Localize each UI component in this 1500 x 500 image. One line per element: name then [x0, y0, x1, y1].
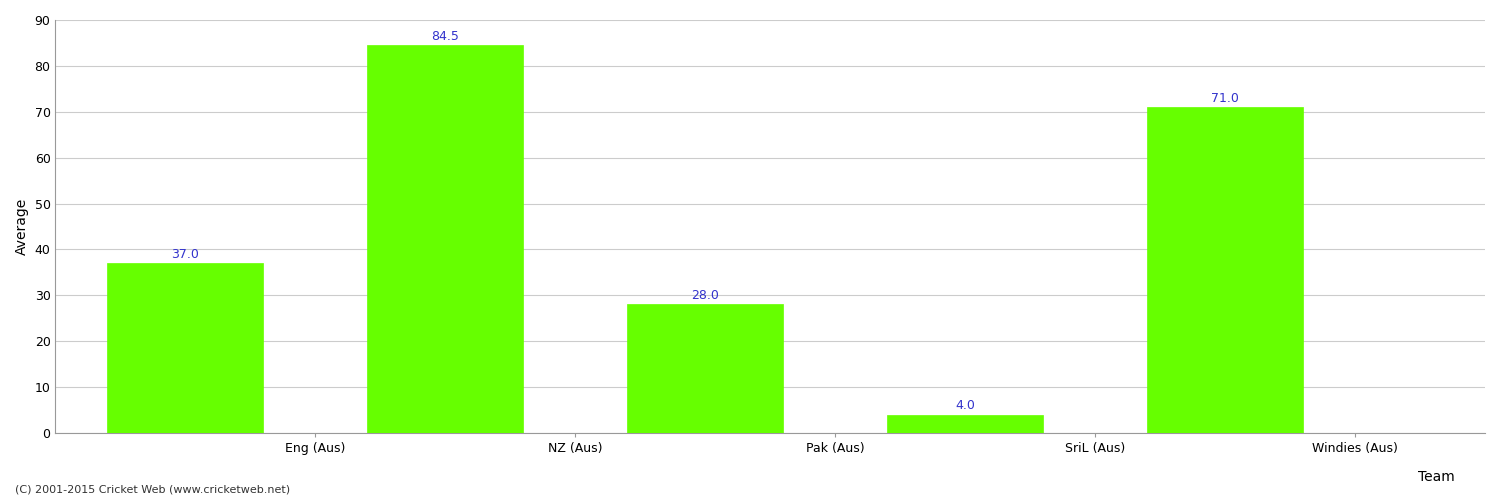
Text: 71.0: 71.0 — [1210, 92, 1239, 105]
Y-axis label: Average: Average — [15, 198, 28, 255]
Text: (C) 2001-2015 Cricket Web (www.cricketweb.net): (C) 2001-2015 Cricket Web (www.cricketwe… — [15, 485, 290, 495]
Bar — [1148, 107, 1304, 433]
Text: 28.0: 28.0 — [692, 289, 718, 302]
Text: 84.5: 84.5 — [432, 30, 459, 43]
Bar — [627, 304, 783, 433]
Text: 4.0: 4.0 — [956, 400, 975, 412]
Text: 37.0: 37.0 — [171, 248, 200, 261]
Text: Team: Team — [1419, 470, 1455, 484]
Bar — [108, 263, 264, 433]
Bar — [368, 45, 524, 433]
Bar — [886, 414, 1042, 433]
